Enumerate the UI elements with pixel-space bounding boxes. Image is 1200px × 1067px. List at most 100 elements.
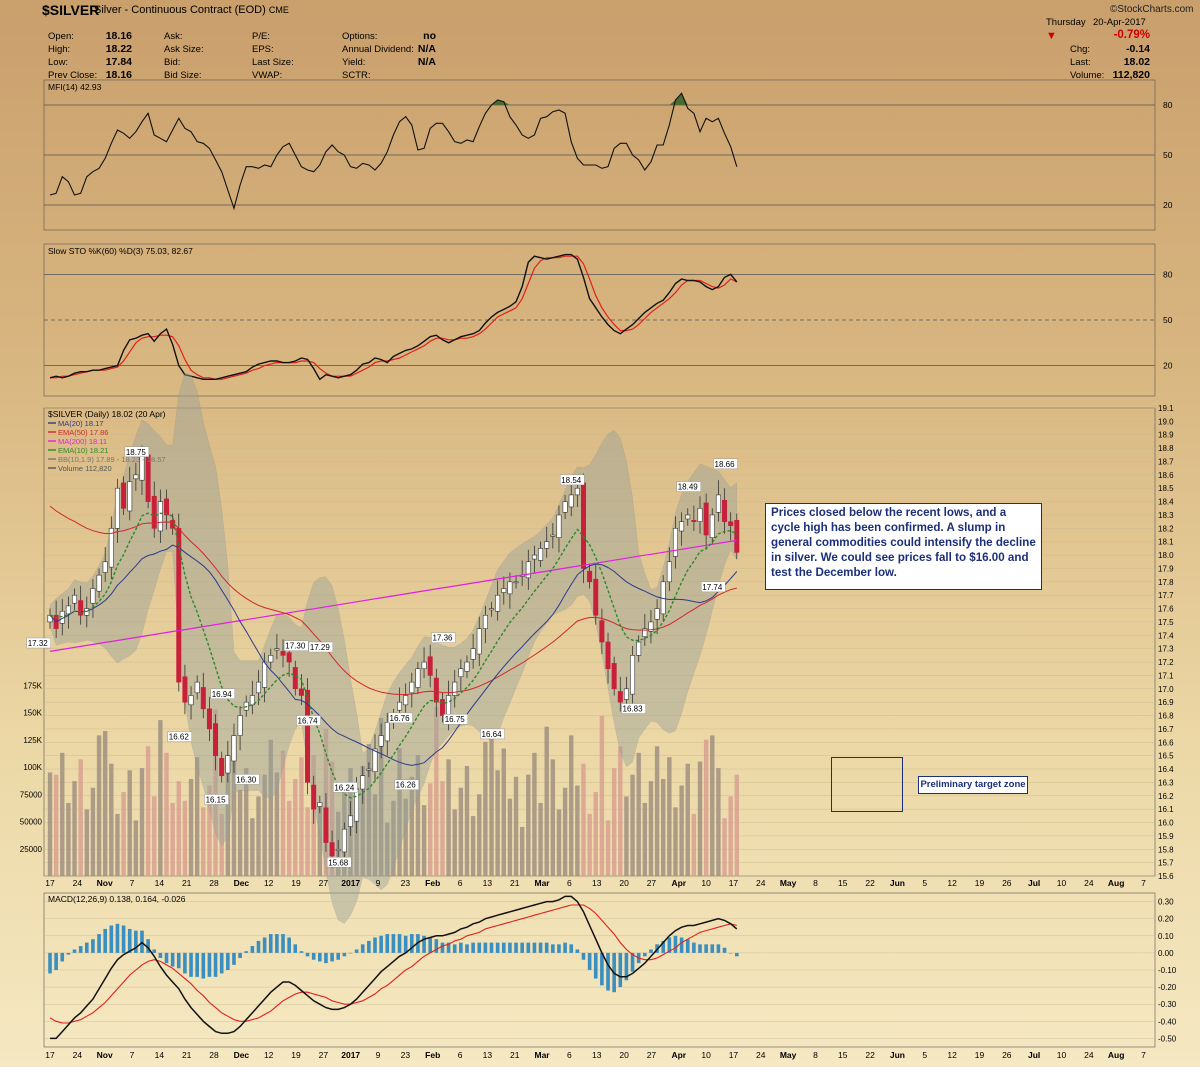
macd-histogram-bar: [679, 937, 684, 953]
candle-body: [317, 802, 323, 807]
volume-bar: [152, 796, 157, 876]
date-tick-label: 14: [155, 878, 165, 888]
candle-body: [538, 548, 544, 561]
candle-body: [580, 482, 586, 569]
candle-body: [623, 688, 629, 700]
macd-histogram-bar: [434, 939, 439, 953]
candle-body: [452, 681, 458, 696]
price-label: 15.68: [328, 858, 349, 867]
macd-histogram-bar: [324, 952, 328, 964]
volume-value: 112,820: [1112, 69, 1150, 81]
volume-bar: [477, 794, 482, 876]
volume-bar: [483, 741, 488, 876]
candle-body: [274, 648, 280, 651]
date-tick-label: 22: [865, 878, 875, 888]
volume-bar: [127, 770, 132, 876]
candle-body: [329, 842, 335, 857]
candle-body: [433, 677, 439, 703]
legend-entry: EMA(10) 18.21: [58, 446, 108, 455]
date-tick-label: 12: [947, 878, 957, 888]
date-tick-label: 6: [458, 878, 463, 888]
macd-histogram-bar: [581, 952, 586, 960]
bid-size-label: Bid Size:: [164, 70, 202, 81]
yield-label: Yield:: [342, 57, 366, 68]
candle-body: [292, 667, 298, 690]
volume-tick-label: 100K: [23, 763, 42, 772]
price-label-box: [621, 703, 646, 714]
macd-histogram-bar: [452, 944, 457, 953]
volume-bar: [403, 798, 408, 876]
volume-bar: [648, 781, 654, 876]
price-tick-label: 17.5: [1158, 618, 1174, 627]
macd-histogram-bar: [489, 942, 494, 953]
macd-histogram-bar: [330, 952, 334, 962]
price-label: 18.66: [715, 460, 736, 469]
date-tick-label: 27: [319, 1050, 329, 1060]
date-tick-label: 17: [729, 1050, 739, 1060]
macd-histogram-bar: [483, 942, 488, 953]
date-tick-label: 19: [291, 878, 301, 888]
price-label: 16.83: [623, 705, 644, 714]
candle-body: [642, 628, 648, 637]
macd-histogram-bar: [465, 944, 469, 953]
macd-tick-label: -0.50: [1158, 1034, 1177, 1043]
price-label: 16.26: [396, 781, 417, 790]
date-tick-label: Feb: [425, 1050, 440, 1060]
volume-bar: [611, 768, 617, 876]
volume-bar: [501, 748, 506, 876]
macd-histogram-bar: [115, 923, 120, 953]
macd-histogram-bar: [403, 935, 408, 953]
date-tick-label: 27: [647, 878, 657, 888]
volume-tick-label: 75000: [20, 790, 43, 799]
date-tick-label: 12: [264, 1050, 274, 1060]
sctr-label: SCTR:: [342, 70, 371, 81]
volume-bar: [188, 778, 194, 876]
date-tick-label: 21: [510, 1050, 520, 1060]
volume-bar: [194, 757, 200, 876]
analysis-note: Prices closed below the recent lows, and…: [765, 503, 1042, 590]
volume-bar: [697, 761, 703, 876]
candle-body: [568, 494, 574, 508]
price-label: 16.75: [445, 715, 466, 724]
candle-body: [182, 676, 188, 703]
date-tick-label: 10: [1057, 1050, 1067, 1060]
date-tick-label: 19: [975, 878, 985, 888]
date-tick-label: 19: [291, 1050, 301, 1060]
price-label: 18.49: [678, 483, 699, 492]
candle-body: [133, 474, 139, 480]
macd-histogram-bar: [649, 949, 653, 953]
candle-body: [102, 561, 108, 573]
candle-body: [311, 784, 317, 810]
macd-histogram-bar: [256, 940, 261, 953]
volume-bar: [121, 792, 126, 876]
price-label: 16.30: [236, 775, 257, 784]
macd-histogram-bar: [103, 928, 107, 953]
candle-body: [703, 502, 709, 536]
date-tick-label: 2017: [341, 878, 360, 888]
volume-label: Volume:: [1070, 70, 1105, 81]
candle-body: [151, 495, 157, 529]
legend-entry: MA(20) 18.17: [58, 419, 103, 428]
price-tick-label: 18.2: [1158, 524, 1174, 533]
candle-body: [599, 620, 605, 643]
date-tick-label: 17: [45, 878, 55, 888]
macd-histogram-bar: [219, 952, 224, 974]
date-tick-label: 10: [1057, 878, 1067, 888]
date-tick-label: 24: [1084, 1050, 1094, 1060]
macd-histogram-bar: [563, 942, 567, 953]
candle-body: [507, 581, 513, 595]
candle-body: [225, 755, 231, 774]
price-tick-label: 18.5: [1158, 484, 1174, 493]
macd-histogram-bar: [630, 952, 635, 972]
volume-bar: [139, 768, 145, 876]
yield-value: N/A: [417, 56, 436, 68]
volume-bar: [716, 768, 721, 876]
volume-bar: [728, 796, 733, 876]
price-tick-label: 16.5: [1158, 752, 1174, 761]
macd-histogram-bar: [673, 935, 678, 953]
date-tick-label: 12: [264, 878, 274, 888]
price-label-box: [560, 474, 585, 486]
date-tick-label: Nov: [97, 1050, 113, 1060]
price-tick-label: 19.1: [1158, 404, 1174, 413]
macd-histogram-bar: [575, 949, 580, 953]
